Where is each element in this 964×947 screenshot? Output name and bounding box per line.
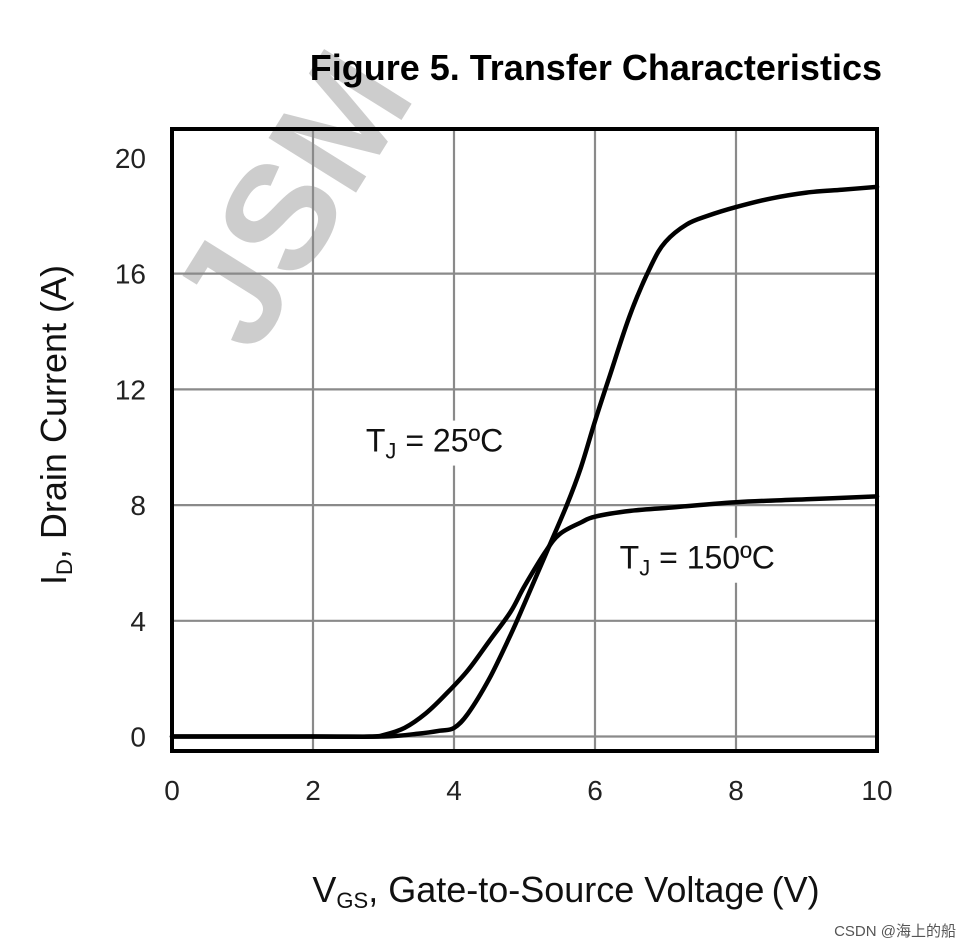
x-tick-label: 2 <box>305 775 321 806</box>
series-label-background <box>359 420 510 466</box>
y-tick-label: 20 <box>115 143 146 174</box>
y-tick-label: 8 <box>130 490 146 521</box>
series-label-background <box>613 537 781 583</box>
curves <box>169 184 880 739</box>
series-label-text: TJ = 150ºC <box>620 540 775 581</box>
series-label-text: TJ = 25ºC <box>366 423 503 464</box>
chart-title: Figure 5. Transfer Characteristics <box>310 47 882 88</box>
series-label-rest: = 150ºC <box>650 540 775 576</box>
y-axis-label-rest: , Drain Current (A) <box>33 265 74 559</box>
y-axis-label-sub: D <box>52 559 77 575</box>
series-line-tj-25c <box>169 184 880 739</box>
x-axis-label: VGS, Gate-to-Source Voltage (V) <box>312 869 819 913</box>
source-credit: CSDN @海上的船 <box>834 923 956 940</box>
x-tick-label: 8 <box>728 775 744 806</box>
x-tick-label: 0 <box>164 775 180 806</box>
series-label-sub: J <box>639 556 650 581</box>
series-label-rest: = 25ºC <box>396 423 503 459</box>
y-axis-label: ID, Drain Current (A) <box>33 265 77 585</box>
x-tick-label: 4 <box>446 775 462 806</box>
series-label-sub: J <box>385 439 396 464</box>
x-axis-label-rest: , Gate-to-Source Voltage (V) <box>368 869 819 910</box>
x-tick-label: 10 <box>861 775 892 806</box>
y-tick-label: 4 <box>130 606 146 637</box>
series-line-tj-150c <box>169 494 880 739</box>
series-label-tj-25c: TJ = 25ºC <box>359 420 510 466</box>
series-label-main: T <box>366 423 386 459</box>
x-axis-label-main: V <box>312 869 336 910</box>
plot-frame <box>170 127 879 753</box>
tick-labels: 0 2 4 6 8 10 0 4 8 12 16 20 <box>115 143 893 806</box>
x-axis-label-sub: GS <box>336 888 368 913</box>
series-label-tj-150c: TJ = 150ºC <box>613 537 781 583</box>
y-tick-label: 12 <box>115 374 146 405</box>
x-tick-label: 6 <box>587 775 603 806</box>
series-label-main: T <box>620 540 640 576</box>
y-tick-label: 16 <box>115 259 146 290</box>
y-tick-label: 0 <box>130 722 146 753</box>
y-axis-label-main: I <box>33 575 74 585</box>
